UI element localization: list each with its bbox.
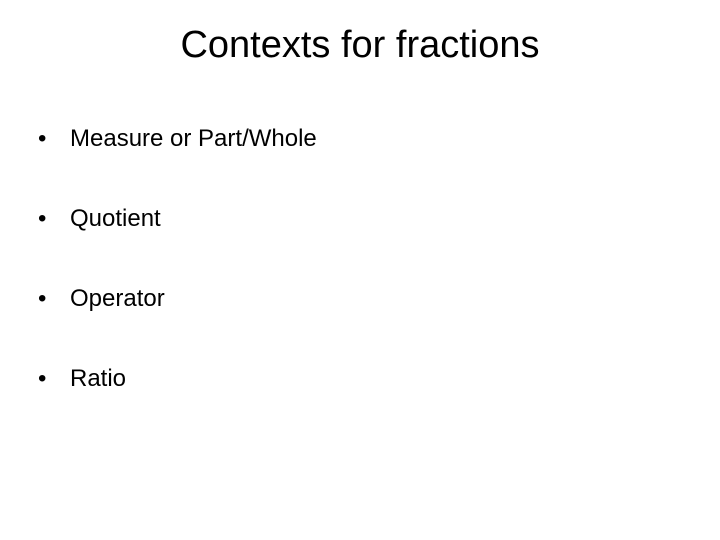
bullet-list: Measure or Part/Whole Quotient Operator … <box>0 125 720 393</box>
list-item: Measure or Part/Whole <box>38 125 720 153</box>
list-item: Quotient <box>38 205 720 233</box>
slide-title: Contexts for fractions <box>0 24 720 67</box>
list-item: Operator <box>38 285 720 313</box>
list-item: Ratio <box>38 365 720 393</box>
slide-container: Contexts for fractions Measure or Part/W… <box>0 0 720 540</box>
